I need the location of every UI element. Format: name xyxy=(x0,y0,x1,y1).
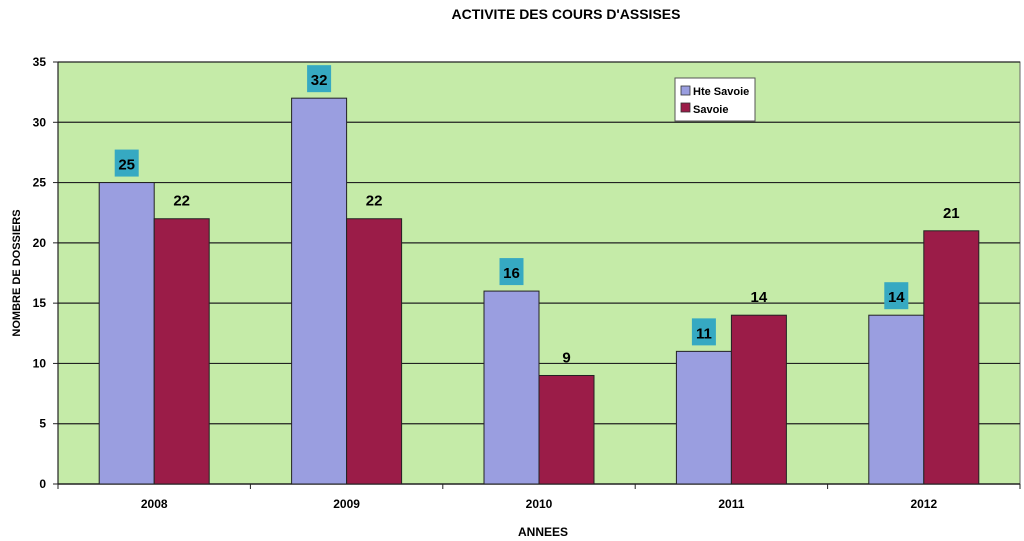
x-axis-title: ANNEES xyxy=(518,525,568,539)
y-tick-label: 30 xyxy=(33,115,47,129)
legend-swatch-savoie xyxy=(680,102,691,113)
data-labels: 25 22 32 22 16 9 11 14 14 21 xyxy=(114,65,960,366)
x-tick-label: 2010 xyxy=(526,497,553,511)
data-label-hte-savoie-2010: 16 xyxy=(503,265,520,282)
data-label-highlight xyxy=(691,318,716,346)
data-label-hte-savoie-2011: 11 xyxy=(696,325,712,342)
bar-savoie-2011 xyxy=(730,314,787,485)
data-label-highlight xyxy=(884,282,909,310)
bar-hte-savoie-2010 xyxy=(483,290,540,485)
y-tick-label: 0 xyxy=(39,477,46,491)
data-label-hte-savoie-2008: 25 xyxy=(118,157,135,174)
bar-savoie-2008 xyxy=(153,218,210,485)
legend-box xyxy=(674,77,756,122)
data-label-savoie-2008: 22 xyxy=(173,193,190,210)
y-axis-title: NOMBRE DE DOSSIERS xyxy=(11,209,23,336)
data-label-highlight xyxy=(499,258,524,286)
y-axis: 0 5 10 15 20 25 30 35 xyxy=(33,55,59,491)
bar-savoie-2012 xyxy=(923,230,980,485)
x-tick-label: 2009 xyxy=(333,497,360,511)
data-label-savoie-2010: 9 xyxy=(562,349,570,366)
legend-label-hte-savoie: Hte Savoie xyxy=(693,86,749,98)
bar-hte-savoie-2012 xyxy=(868,314,925,485)
x-tick-label: 2011 xyxy=(718,497,744,511)
y-tick-label: 25 xyxy=(33,176,47,190)
x-axis: 2008 2009 2010 2011 2012 xyxy=(57,483,1021,511)
y-tick-label: 20 xyxy=(33,236,47,250)
data-label-hte-savoie-2009: 32 xyxy=(311,72,328,89)
data-label-savoie-2012: 21 xyxy=(943,205,960,222)
bar-hte-savoie-2009 xyxy=(291,97,348,485)
data-label-hte-savoie-2012: 14 xyxy=(888,289,905,306)
data-label-savoie-2011: 14 xyxy=(751,289,768,306)
bar-hte-savoie-2011 xyxy=(675,350,732,485)
bar-savoie-2009 xyxy=(346,218,403,485)
x-tick-label: 2012 xyxy=(910,497,937,511)
y-tick-label: 15 xyxy=(33,296,47,310)
data-label-highlight xyxy=(114,149,139,177)
chart-title: ACTIVITE DES COURS D'ASSISES xyxy=(452,6,681,22)
y-tick-label: 35 xyxy=(33,55,47,69)
bar-hte-savoie-2008 xyxy=(98,182,155,485)
data-label-highlight xyxy=(307,65,332,93)
y-tick-label: 5 xyxy=(39,417,46,431)
legend-label-savoie: Savoie xyxy=(693,104,728,116)
bars xyxy=(98,97,980,485)
x-tick-label: 2008 xyxy=(141,497,168,511)
bar-savoie-2010 xyxy=(538,374,595,485)
data-label-savoie-2009: 22 xyxy=(366,193,383,210)
legend-swatch-hte-savoie xyxy=(680,85,691,96)
y-tick-label: 10 xyxy=(33,356,47,370)
legend: Hte Savoie Savoie xyxy=(674,77,756,122)
